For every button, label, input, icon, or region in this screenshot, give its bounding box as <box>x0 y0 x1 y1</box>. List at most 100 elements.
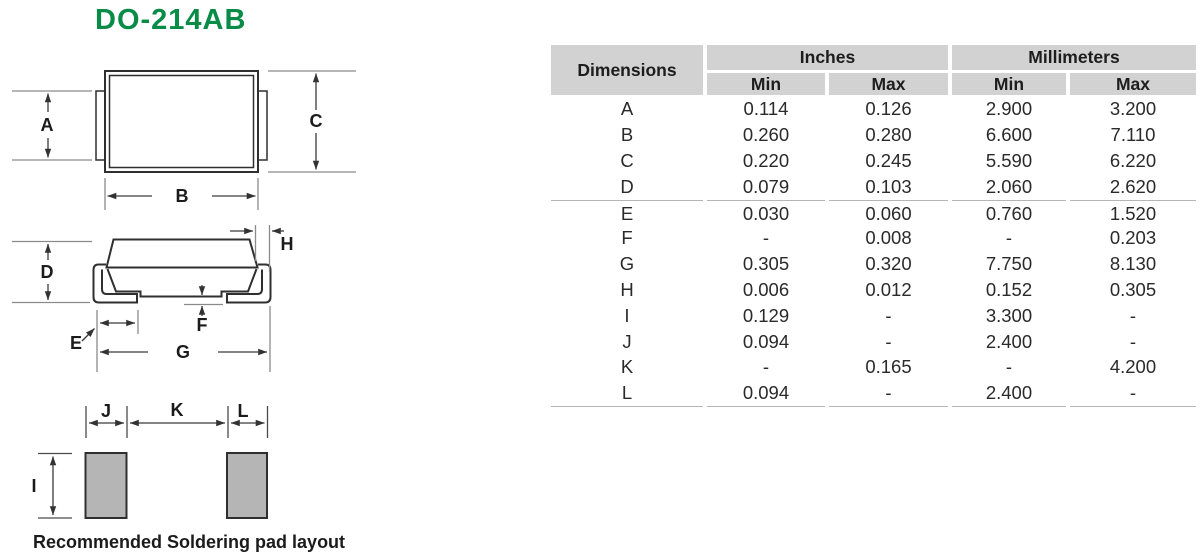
cell-inches-min: 0.006 <box>742 278 790 300</box>
table-row: E 0.030 0.060 0.760 1.520 <box>551 199 1196 227</box>
cell-mm-max: 0.305 <box>1109 278 1157 300</box>
body-lower <box>106 268 258 298</box>
cell-dimension: E <box>551 199 703 227</box>
table-row: F - 0.008 - 0.203 <box>551 225 1196 251</box>
cell-mm-min: - <box>1005 227 1013 249</box>
dim-label-h: H <box>281 234 294 254</box>
col-header-inches-max: Max <box>829 73 948 95</box>
cell-mm-max: 2.620 <box>1109 175 1157 197</box>
cell-mm-max: 3.200 <box>1109 98 1157 120</box>
cell-mm-min: 3.300 <box>985 304 1033 326</box>
cell-mm-min: 2.060 <box>985 175 1033 197</box>
cell-inches-min: 0.220 <box>742 149 790 171</box>
cell-inches-max: 0.060 <box>829 199 948 227</box>
cell-inches-min: 0.094 <box>742 330 790 352</box>
cell-inches-min: - <box>762 227 770 249</box>
dim-label-g: G <box>176 342 190 362</box>
left-pad <box>84 452 128 519</box>
cell-inches-max: 0.008 <box>865 227 912 249</box>
dim-label-e: E <box>70 333 82 353</box>
dim-label-c: C <box>310 111 323 131</box>
cell-dimension: F <box>621 227 633 249</box>
page-title: DO-214AB <box>95 4 247 36</box>
body-top-cap <box>105 238 259 269</box>
cell-mm-max: 1.520 <box>1070 199 1196 227</box>
cell-inches-min: 0.114 <box>743 98 789 120</box>
table-row: I 0.129 - 3.300 - <box>551 303 1196 329</box>
cell-inches-max: 0.245 <box>865 149 912 171</box>
pad-layout-caption: Recommended Soldering pad layout <box>33 532 346 552</box>
dim-label-f: F <box>197 315 208 335</box>
col-group-millimeters: Millimeters Min Max <box>952 45 1196 95</box>
cell-inches-min: 0.129 <box>742 304 790 326</box>
cell-mm-max: 8.130 <box>1109 253 1157 275</box>
col-header-inches-min: Min <box>707 73 825 95</box>
cell-inches-max: 0.280 <box>865 124 912 146</box>
cell-mm-max: 0.203 <box>1109 227 1157 249</box>
table-row: B 0.260 0.280 6.600 7.110 <box>551 122 1196 148</box>
cell-mm-max: - <box>1070 380 1196 408</box>
cell-dimension: A <box>620 98 634 120</box>
cell-mm-min: - <box>1005 356 1013 378</box>
cell-dimension: B <box>620 124 634 146</box>
table-row: C 0.220 0.245 5.590 6.220 <box>551 148 1196 174</box>
cell-dimension: K <box>620 356 634 378</box>
body-inner-rect <box>108 74 255 169</box>
right-lead <box>226 263 272 304</box>
dim-label-b: B <box>176 186 189 206</box>
cell-inches-max: 0.320 <box>865 253 912 275</box>
cell-dimension: D <box>620 175 634 197</box>
table-body: A 0.114 0.126 2.900 3.200 B 0.260 0.280 … <box>551 97 1196 408</box>
table-row: J 0.094 - 2.400 - <box>551 329 1196 355</box>
cell-inches-min: - <box>762 356 770 378</box>
right-pad <box>226 452 268 519</box>
cell-mm-max: - <box>1129 330 1137 352</box>
cell-inches-min: 0.305 <box>742 253 790 275</box>
cell-dimension: G <box>619 253 635 275</box>
cell-inches-min: 0.030 <box>707 199 825 227</box>
side-view-drawing: D H F E G <box>12 225 294 372</box>
cell-dimension: J <box>622 330 632 352</box>
table-row: L 0.094 - 2.400 - <box>551 380 1196 408</box>
pad-layout-drawing: J K L I <box>31 400 269 519</box>
cell-inches-max: - <box>885 304 892 326</box>
dim-label-j: J <box>101 401 111 421</box>
table-row: G 0.305 0.320 7.750 8.130 <box>551 251 1196 277</box>
cell-dimension: I <box>624 304 630 326</box>
cell-inches-max: 0.103 <box>865 175 912 197</box>
cell-mm-min: 0.152 <box>985 278 1033 300</box>
cell-inches-min: 0.260 <box>742 124 790 146</box>
table-header: Dimensions Inches Min Max Millimeters Mi… <box>551 45 1196 95</box>
dim-label-l: L <box>238 401 249 421</box>
cell-mm-min: 2.400 <box>952 380 1066 408</box>
cell-mm-max: - <box>1129 304 1137 326</box>
cell-mm-min: 7.750 <box>985 253 1033 275</box>
dim-label-a: A <box>41 115 54 135</box>
dim-label-d: D <box>41 262 54 282</box>
dim-label-k: K <box>171 400 184 420</box>
package-outline-diagrams: A C B D H <box>12 70 356 519</box>
cell-inches-max: - <box>885 330 892 352</box>
col-header-mm-max: Max <box>1070 73 1196 95</box>
cell-mm-max: 7.110 <box>1110 124 1156 146</box>
dimensions-table: Dimensions Inches Min Max Millimeters Mi… <box>551 45 1196 408</box>
table-row: A 0.114 0.126 2.900 3.200 <box>551 97 1196 123</box>
cell-mm-min: 0.760 <box>952 199 1066 227</box>
col-header-millimeters: Millimeters <box>952 45 1196 70</box>
cell-mm-max: 6.220 <box>1109 149 1157 171</box>
col-header-inches: Inches <box>707 45 948 70</box>
cell-mm-min: 2.900 <box>985 98 1033 120</box>
top-view-drawing: A C B <box>12 70 356 210</box>
cell-inches-min: 0.094 <box>707 380 825 408</box>
cell-dimension: H <box>620 278 634 300</box>
cell-inches-max: 0.165 <box>865 356 912 378</box>
cell-inches-min: 0.079 <box>742 175 790 197</box>
col-group-inches: Inches Min Max <box>707 45 948 95</box>
col-header-dimensions: Dimensions <box>551 45 703 95</box>
cell-dimension: L <box>551 380 703 408</box>
table-row: K - 0.165 - 4.200 <box>551 354 1196 380</box>
left-lead <box>92 263 138 304</box>
cell-mm-min: 5.590 <box>985 149 1033 171</box>
cell-inches-max: 0.126 <box>865 98 912 120</box>
dim-label-i: I <box>31 476 36 496</box>
